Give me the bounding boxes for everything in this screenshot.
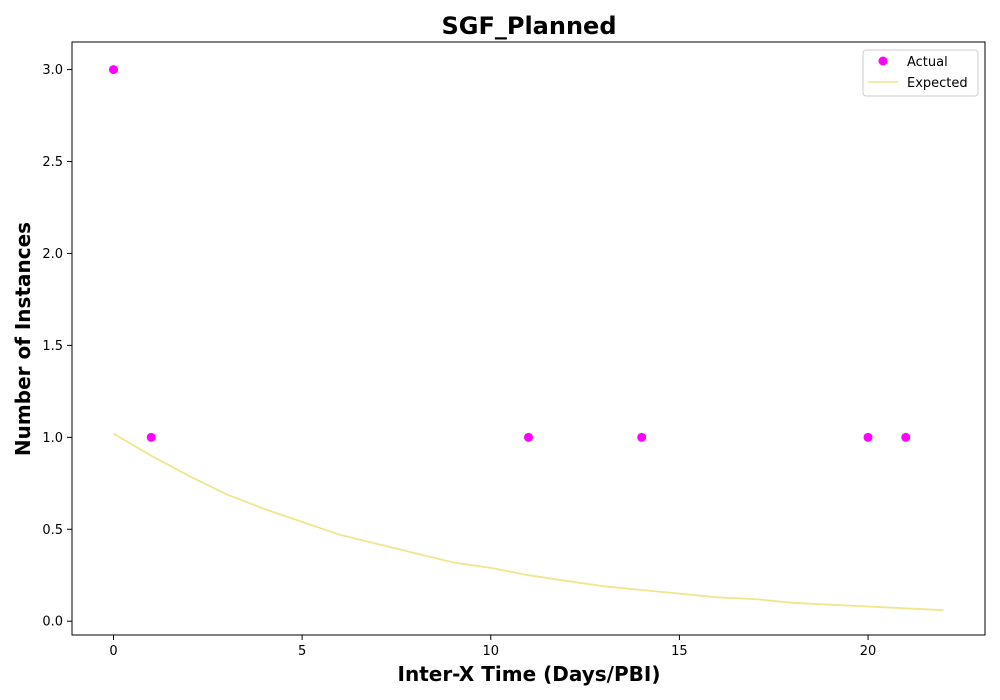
- legend-box: [862, 49, 979, 97]
- actual-point: [901, 432, 911, 442]
- x-tick-label: 10: [482, 644, 499, 659]
- y-tick-label: 1.5: [42, 339, 63, 354]
- legend-actual-marker: [878, 56, 888, 66]
- actual-point: [109, 65, 118, 75]
- legend-actual-label: Actual: [907, 55, 948, 70]
- x-tick-label: 15: [671, 644, 688, 659]
- actual-point: [524, 432, 533, 442]
- plot-frame: [71, 41, 986, 636]
- y-tick-label: 2.0: [42, 247, 63, 262]
- x-tick-label: 20: [860, 644, 877, 659]
- plot-area: [72, 42, 985, 635]
- x-tick-label: 5: [298, 644, 306, 659]
- actual-point: [637, 432, 647, 442]
- actual-point: [863, 432, 873, 442]
- y-tick-label: 0.0: [42, 615, 63, 630]
- legend: Actual Expected: [862, 49, 979, 97]
- y-tick-label: 1.0: [42, 431, 63, 446]
- x-tick-label: 0: [109, 644, 117, 659]
- y-tick-label: 3.0: [42, 63, 63, 78]
- actual-point: [146, 432, 156, 442]
- y-tick-label: 2.5: [42, 155, 63, 170]
- x-axis: 0 5 10 15 20: [109, 635, 876, 659]
- x-axis-label: Inter-X Time (Days/PBI): [398, 662, 661, 686]
- y-tick-label: 0.5: [42, 523, 63, 538]
- chart-title: SGF_Planned: [441, 12, 616, 40]
- expected-series: [113, 432, 944, 612]
- expected-line: [113, 432, 944, 612]
- legend-expected-label: Expected: [907, 76, 968, 91]
- y-axis-label: Number of Instances: [11, 222, 35, 456]
- actual-series: [109, 65, 911, 442]
- y-axis: 0.0 0.5 1.0 1.5 2.0 2.5 3.0: [42, 63, 72, 630]
